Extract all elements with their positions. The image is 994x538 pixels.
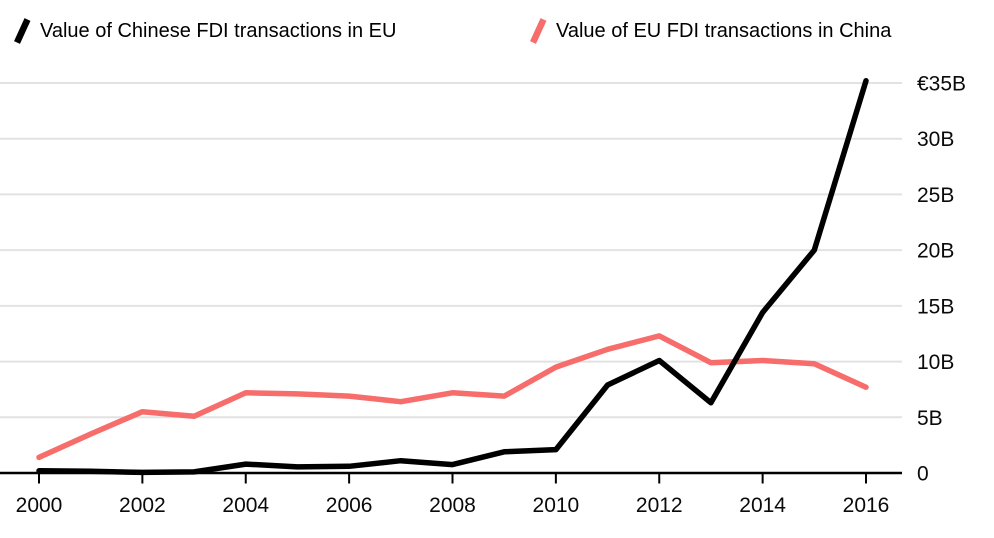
series-line-chinese-fdi-in-eu bbox=[36, 78, 869, 476]
x-axis-tick-label: 2010 bbox=[533, 494, 580, 517]
y-axis-tick-label: 5B bbox=[917, 407, 943, 430]
x-axis-tick-label: 2004 bbox=[222, 494, 269, 517]
x-axis-tick-label: 2016 bbox=[843, 494, 890, 517]
x-axis-tick-label: 2006 bbox=[326, 494, 373, 517]
legend-label-eu-fdi: Value of EU FDI transactions in China bbox=[556, 20, 892, 42]
x-axis-tick-label: 2014 bbox=[739, 494, 786, 517]
series-line-eu-fdi-in-china bbox=[36, 333, 869, 461]
pink-diagonal-line-swatch-icon bbox=[530, 18, 547, 44]
legend-item-chinese-fdi-in-eu: Value of Chinese FDI transactions in EU bbox=[13, 17, 396, 45]
legend-label-chinese-fdi: Value of Chinese FDI transactions in EU bbox=[40, 20, 397, 42]
x-axis-tick-label: 2008 bbox=[429, 494, 476, 517]
y-axis-tick-label: 15B bbox=[917, 295, 954, 318]
x-axis-tick-label: 2012 bbox=[636, 494, 683, 517]
y-axis-tick-label: 0 bbox=[917, 463, 929, 486]
x-axis-tick-label: 2000 bbox=[16, 494, 63, 517]
y-axis-tick-label: 30B bbox=[917, 128, 954, 151]
y-axis-tick-label: 10B bbox=[917, 351, 954, 374]
y-axis-tick-label: €35B bbox=[917, 73, 966, 96]
y-axis-tick-label: 20B bbox=[917, 240, 954, 263]
x-axis-tick-label: 2002 bbox=[119, 494, 166, 517]
y-axis-tick-label: 25B bbox=[917, 184, 954, 207]
legend-item-eu-fdi-in-china: Value of EU FDI transactions in China bbox=[529, 17, 891, 45]
black-diagonal-line-swatch-icon bbox=[14, 18, 31, 44]
